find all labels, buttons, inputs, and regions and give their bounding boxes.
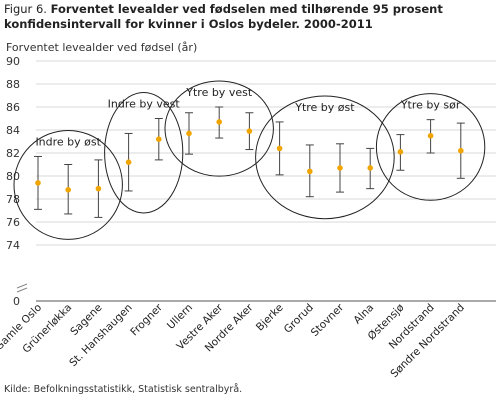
title-text: Forventet levealder ved fødselen med til… xyxy=(4,2,443,31)
figure-label: Figur 6. xyxy=(4,2,47,16)
data-point xyxy=(307,168,313,175)
x-tick-label: Alna xyxy=(351,302,376,327)
group-label: Indre by vest xyxy=(108,98,181,111)
data-point xyxy=(186,130,192,137)
x-tick-label: Stovner xyxy=(309,301,347,339)
data-point xyxy=(458,147,464,154)
data-point xyxy=(276,145,283,152)
y-tick-label: 76 xyxy=(6,216,20,229)
source-note: Kilde: Befolkningsstatistikk, Statistisk… xyxy=(4,384,243,395)
x-tick-label: Bjerke xyxy=(254,302,286,334)
group-ellipse xyxy=(375,93,486,201)
group-label: Indre by øst xyxy=(35,135,101,148)
y-tick-label: 82 xyxy=(6,147,20,160)
data-point xyxy=(35,180,41,186)
axis-break-mark xyxy=(16,287,28,293)
y-tick-label: 80 xyxy=(6,170,20,183)
y-tick-label: 84 xyxy=(6,124,20,137)
data-point xyxy=(156,136,162,142)
data-point xyxy=(65,187,71,193)
y-tick-label: 78 xyxy=(6,193,20,206)
group-ellipse xyxy=(255,95,395,220)
data-point xyxy=(216,119,222,125)
data-point xyxy=(367,165,374,171)
data-point xyxy=(246,128,253,134)
y-tick-label: 90 xyxy=(6,55,20,68)
data-point xyxy=(125,159,132,165)
y-axis-label: Forventet levealder ved fødsel (år) xyxy=(6,41,197,54)
group-ellipse xyxy=(13,129,123,240)
y-tick-label: 0 xyxy=(13,295,20,308)
chart-title: Figur 6. Forventet levealder ved fødsele… xyxy=(4,2,498,32)
data-point xyxy=(397,149,404,155)
axis-break-mark xyxy=(16,283,28,289)
group-ellipse xyxy=(164,80,274,177)
data-point xyxy=(337,165,343,171)
group-label: Ytre by vest xyxy=(185,86,253,99)
x-tick-label: Frogner xyxy=(128,301,165,338)
group-ellipse xyxy=(104,92,184,214)
data-point xyxy=(427,132,434,139)
y-tick-label: 86 xyxy=(6,101,20,114)
group-label: Ytre by sør xyxy=(400,99,461,112)
data-point xyxy=(95,185,102,192)
y-tick-label: 74 xyxy=(6,239,20,252)
y-tick-label: 88 xyxy=(6,78,20,91)
group-label: Ytre by øst xyxy=(294,101,355,114)
